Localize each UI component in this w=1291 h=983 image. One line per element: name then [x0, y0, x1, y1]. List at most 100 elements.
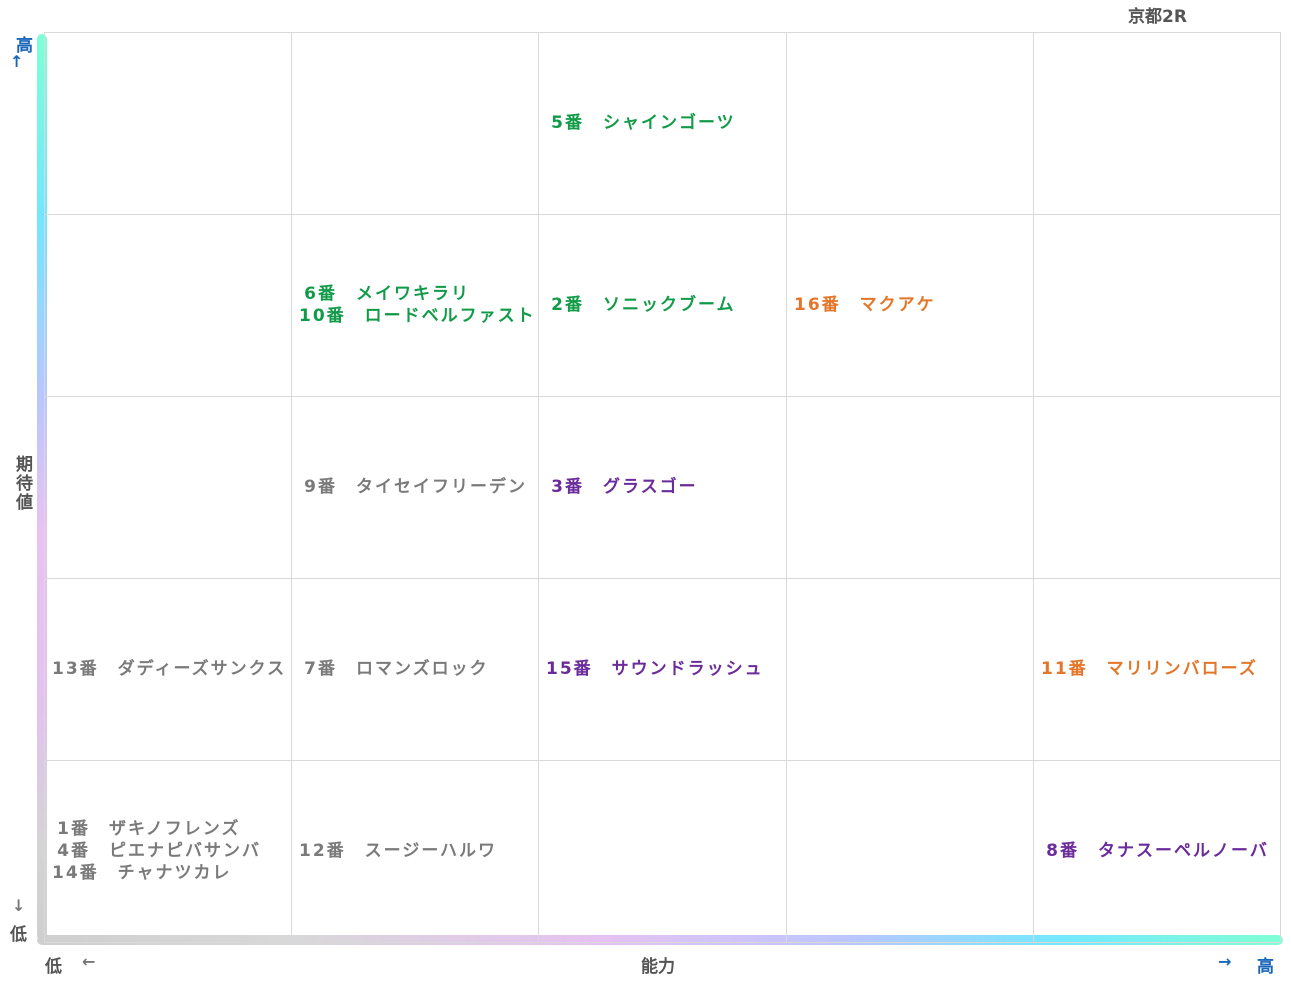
horse-number: 13番 — [52, 659, 99, 679]
horse-number: 1番 — [57, 819, 90, 839]
horse-number: 5番 — [551, 113, 584, 133]
grid-vertical-line — [44, 32, 45, 942]
grid-horizontal-line — [44, 578, 1280, 579]
horse-name: ロードベルファスト — [364, 306, 536, 326]
grid-cell: 6番 メイワキラリ 10番 ロードベルファスト — [299, 214, 536, 396]
horse-entry: 12番 スージーハルワ — [299, 840, 536, 862]
y-axis-low-label: 低 — [10, 925, 27, 945]
horse-entry: 2番 ソニックブーム — [546, 294, 783, 316]
entry-spacer — [346, 841, 365, 861]
horse-entry: 11番 マリリンバローズ — [1041, 658, 1278, 680]
horse-entry: 8番 タナスーペルノーバ — [1041, 840, 1278, 862]
x-axis-high-label: 高 — [1257, 957, 1274, 977]
entry-spacer — [584, 113, 603, 133]
x-axis-low-label: 低 — [45, 957, 62, 977]
grid-cell: 1番 ザキノフレンズ 4番 ピエナピバサンバ 14番 チャナツカレ — [52, 760, 289, 942]
horse-name: ピエナピバサンバ — [109, 841, 261, 861]
x-axis-right-arrow: → — [1218, 952, 1232, 971]
horse-entry: 5番 シャインゴーツ — [546, 112, 783, 134]
horse-name: サウンドラッシュ — [611, 659, 764, 679]
horse-number: 12番 — [299, 841, 346, 861]
y-axis-gradient-bar — [37, 34, 47, 940]
grid-vertical-line — [1280, 32, 1281, 942]
grid-cell: 15番 サウンドラッシュ — [546, 578, 783, 760]
horse-name: スージーハルワ — [364, 841, 497, 861]
y-axis-up-arrow: ↑ — [10, 52, 24, 71]
horse-number: 7番 — [304, 659, 337, 679]
entry-spacer — [584, 477, 603, 497]
grid-horizontal-line — [44, 760, 1280, 761]
entry-spacer — [1088, 659, 1107, 679]
horse-number: 2番 — [551, 295, 584, 315]
entry-spacer — [90, 841, 109, 861]
horse-number: 10番 — [299, 306, 346, 326]
horse-name: シャインゴーツ — [603, 113, 736, 133]
horse-entry: 9番 タイセイフリーデン — [299, 476, 536, 498]
horse-number: 14番 — [52, 863, 99, 883]
entry-spacer — [337, 659, 356, 679]
x-axis-left-arrow: ← — [82, 952, 96, 971]
grid-cell: 8番 タナスーペルノーバ — [1041, 760, 1278, 942]
horse-number: 16番 — [794, 295, 841, 315]
grid-cell: 11番 マリリンバローズ — [1041, 578, 1278, 760]
horse-entry: 3番 グラスゴー — [546, 476, 783, 498]
horse-entry: 6番 メイワキラリ — [299, 283, 536, 305]
entry-spacer — [337, 477, 356, 497]
grid-cell: 9番 タイセイフリーデン — [299, 396, 536, 578]
grid-vertical-line — [538, 32, 539, 942]
horse-name: メイワキラリ — [356, 284, 470, 304]
entry-spacer — [584, 295, 603, 315]
grid-horizontal-line — [44, 942, 1280, 943]
horse-number: 9番 — [304, 477, 337, 497]
horse-entry: 13番 ダディーズサンクス — [52, 658, 289, 680]
horse-entry: 15番 サウンドラッシュ — [546, 658, 783, 680]
grid-cell: 16番 マクアケ — [794, 214, 1031, 396]
horse-entry: 14番 チャナツカレ — [52, 862, 289, 884]
entry-spacer — [1079, 841, 1098, 861]
horse-number: 15番 — [546, 659, 593, 679]
grid-cell: 13番 ダディーズサンクス — [52, 578, 289, 760]
entry-spacer — [841, 295, 860, 315]
horse-name: グラスゴー — [603, 477, 698, 497]
grid-vertical-line — [291, 32, 292, 942]
horse-entry: 16番 マクアケ — [794, 294, 1031, 316]
grid-horizontal-line — [44, 32, 1280, 33]
chart-title: 京都2R — [1128, 7, 1187, 27]
quadrant-grid: 5番 シャインゴーツ 6番 メイワキラリ 10番 ロードベルファスト 2番 ソニックブ… — [44, 32, 1281, 943]
entry-spacer — [99, 659, 118, 679]
horse-name: ダディーズサンクス — [117, 659, 287, 679]
x-axis-gradient-bar — [37, 935, 1283, 945]
grid-cell: 5番 シャインゴーツ — [546, 32, 783, 214]
horse-entry: 1番 ザキノフレンズ — [52, 818, 289, 840]
horse-entry: 4番 ピエナピバサンバ — [52, 840, 289, 862]
grid-horizontal-line — [44, 396, 1280, 397]
horse-entry: 7番 ロマンズロック — [299, 658, 536, 680]
y-axis-high-label: 高 — [12, 36, 32, 55]
horse-entry: 10番 ロードベルファスト — [299, 305, 536, 327]
entry-spacer — [337, 284, 356, 304]
horse-name: ロマンズロック — [356, 659, 489, 679]
grid-cell: 7番 ロマンズロック — [299, 578, 536, 760]
grid-cell: 2番 ソニックブーム — [546, 214, 783, 396]
entry-spacer — [593, 659, 612, 679]
horse-name: マクアケ — [859, 295, 936, 315]
grid-cell: 12番 スージーハルワ — [299, 760, 536, 942]
horse-name: タイセイフリーデン — [356, 477, 527, 497]
entry-spacer — [346, 306, 365, 326]
grid-horizontal-line — [44, 214, 1280, 215]
horse-name: タナスーペルノーバ — [1098, 841, 1269, 861]
y-axis-label: 期待値 — [12, 455, 32, 512]
y-axis-down-arrow: ↓ — [12, 896, 26, 915]
horse-number: 3番 — [551, 477, 584, 497]
horse-number: 4番 — [57, 841, 90, 861]
horse-number: 11番 — [1041, 659, 1088, 679]
grid-cell: 3番 グラスゴー — [546, 396, 783, 578]
entry-spacer — [99, 863, 118, 883]
grid-vertical-line — [786, 32, 787, 942]
horse-number: 8番 — [1046, 841, 1079, 861]
entry-spacer — [90, 819, 109, 839]
horse-name: マリリンバローズ — [1106, 659, 1258, 679]
x-axis-label: 能力 — [641, 957, 675, 977]
horse-number: 6番 — [304, 284, 337, 304]
grid-vertical-line — [1033, 32, 1034, 942]
